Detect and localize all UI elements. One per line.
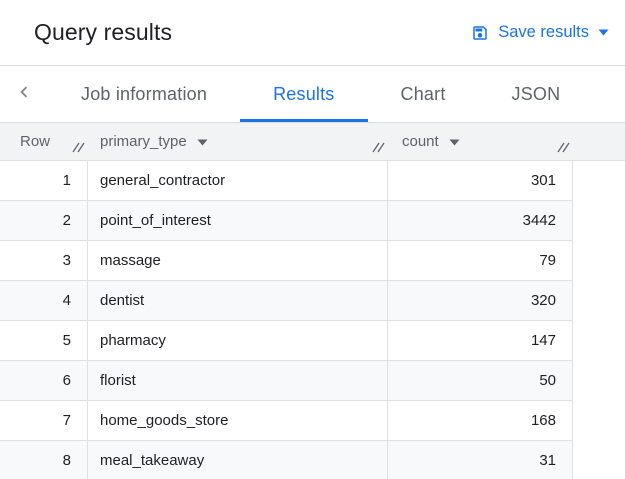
primary-type-cell: massage bbox=[88, 241, 388, 281]
primary-type-cell: florist bbox=[88, 361, 388, 401]
table-row: 1 general_contractor 301 bbox=[0, 161, 625, 201]
column-header-primary-type: primary_type bbox=[88, 123, 388, 160]
row-number-cell: 3 bbox=[0, 241, 88, 281]
save-results-label: Save results bbox=[498, 23, 589, 41]
row-spacer bbox=[573, 241, 625, 281]
column-label: primary_type bbox=[100, 133, 187, 150]
row-spacer bbox=[573, 321, 625, 361]
tab-bar: Job information Results Chart JSON bbox=[0, 66, 625, 123]
column-label: count bbox=[402, 133, 439, 150]
tab-json[interactable]: JSON bbox=[511, 83, 561, 104]
table-row: 8 meal_takeaway 31 bbox=[0, 441, 625, 479]
primary-type-cell: home_goods_store bbox=[88, 401, 388, 441]
table-row: 2 point_of_interest 3442 bbox=[0, 201, 625, 241]
table-header: Row primary_type count bbox=[0, 123, 625, 161]
count-cell: 147 bbox=[388, 321, 573, 361]
count-cell: 31 bbox=[388, 441, 573, 479]
arrow-drop-down-icon bbox=[598, 29, 609, 36]
save-icon bbox=[471, 24, 489, 42]
row-number-cell: 6 bbox=[0, 361, 88, 401]
count-cell: 301 bbox=[388, 161, 573, 201]
table-row: 6 florist 50 bbox=[0, 361, 625, 401]
count-cell: 3442 bbox=[388, 201, 573, 241]
column-label: Row bbox=[20, 133, 51, 150]
table-row: 7 home_goods_store 168 bbox=[0, 401, 625, 441]
primary-type-cell: general_contractor bbox=[88, 161, 388, 201]
primary-type-cell: meal_takeaway bbox=[88, 441, 388, 479]
back-button[interactable] bbox=[0, 66, 48, 122]
row-number-cell: 4 bbox=[0, 281, 88, 321]
row-spacer bbox=[573, 361, 625, 401]
count-cell: 168 bbox=[388, 401, 573, 441]
chevron-left-icon bbox=[13, 81, 35, 108]
results-table-body: 1 general_contractor 301 2 point_of_inte… bbox=[0, 161, 625, 479]
row-spacer bbox=[573, 161, 625, 201]
row-spacer bbox=[573, 281, 625, 321]
table-row: 4 dentist 320 bbox=[0, 281, 625, 321]
column-resize-icon[interactable] bbox=[71, 140, 85, 157]
column-resize-icon[interactable] bbox=[371, 140, 385, 157]
table-row: 3 massage 79 bbox=[0, 241, 625, 281]
row-number-cell: 8 bbox=[0, 441, 88, 479]
count-cell: 50 bbox=[388, 361, 573, 401]
tab-chart[interactable]: Chart bbox=[400, 83, 446, 104]
arrow-drop-down-icon[interactable] bbox=[197, 133, 208, 150]
tab-job-information[interactable]: Job information bbox=[81, 83, 208, 104]
table-row: 5 pharmacy 147 bbox=[0, 321, 625, 361]
count-cell: 79 bbox=[388, 241, 573, 281]
arrow-drop-down-icon[interactable] bbox=[449, 133, 460, 150]
page-title: Query results bbox=[34, 19, 173, 45]
results-header: Query results Save results bbox=[0, 0, 625, 66]
row-spacer bbox=[573, 201, 625, 241]
row-number-cell: 1 bbox=[0, 161, 88, 201]
column-header-row: Row bbox=[0, 123, 88, 160]
row-number-cell: 2 bbox=[0, 201, 88, 241]
column-header-spacer bbox=[573, 123, 625, 160]
primary-type-cell: pharmacy bbox=[88, 321, 388, 361]
row-number-cell: 5 bbox=[0, 321, 88, 361]
tab-results[interactable]: Results bbox=[240, 66, 368, 122]
column-header-count: count bbox=[388, 123, 573, 160]
row-spacer bbox=[573, 401, 625, 441]
save-results-button[interactable]: Save results bbox=[471, 23, 609, 42]
primary-type-cell: point_of_interest bbox=[88, 201, 388, 241]
count-cell: 320 bbox=[388, 281, 573, 321]
column-resize-icon[interactable] bbox=[556, 140, 570, 157]
primary-type-cell: dentist bbox=[88, 281, 388, 321]
row-number-cell: 7 bbox=[0, 401, 88, 441]
row-spacer bbox=[573, 441, 625, 479]
